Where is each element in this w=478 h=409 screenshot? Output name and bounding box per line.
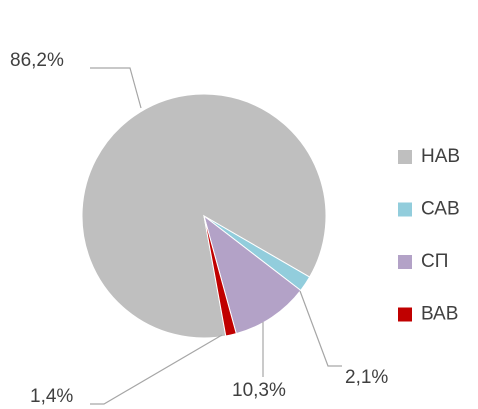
- data-label: 86,2%: [10, 50, 64, 71]
- leader-line: [299, 290, 342, 367]
- legend-swatch: [398, 202, 412, 217]
- legend-label: НАВ: [421, 146, 460, 167]
- legend-label: САВ: [421, 199, 460, 220]
- legend-label: СП: [421, 251, 448, 272]
- legend-swatch: [398, 307, 412, 322]
- leader-line: [90, 67, 142, 109]
- data-label: 2,1%: [345, 367, 388, 388]
- legend-swatch: [398, 255, 412, 269]
- data-label: 10,3%: [232, 380, 286, 401]
- data-label: 1,4%: [30, 386, 73, 407]
- legend-label: ВАВ: [421, 304, 458, 325]
- leader-line: [90, 334, 223, 405]
- legend-swatch: [398, 150, 412, 164]
- pie-slice: [203, 215, 237, 337]
